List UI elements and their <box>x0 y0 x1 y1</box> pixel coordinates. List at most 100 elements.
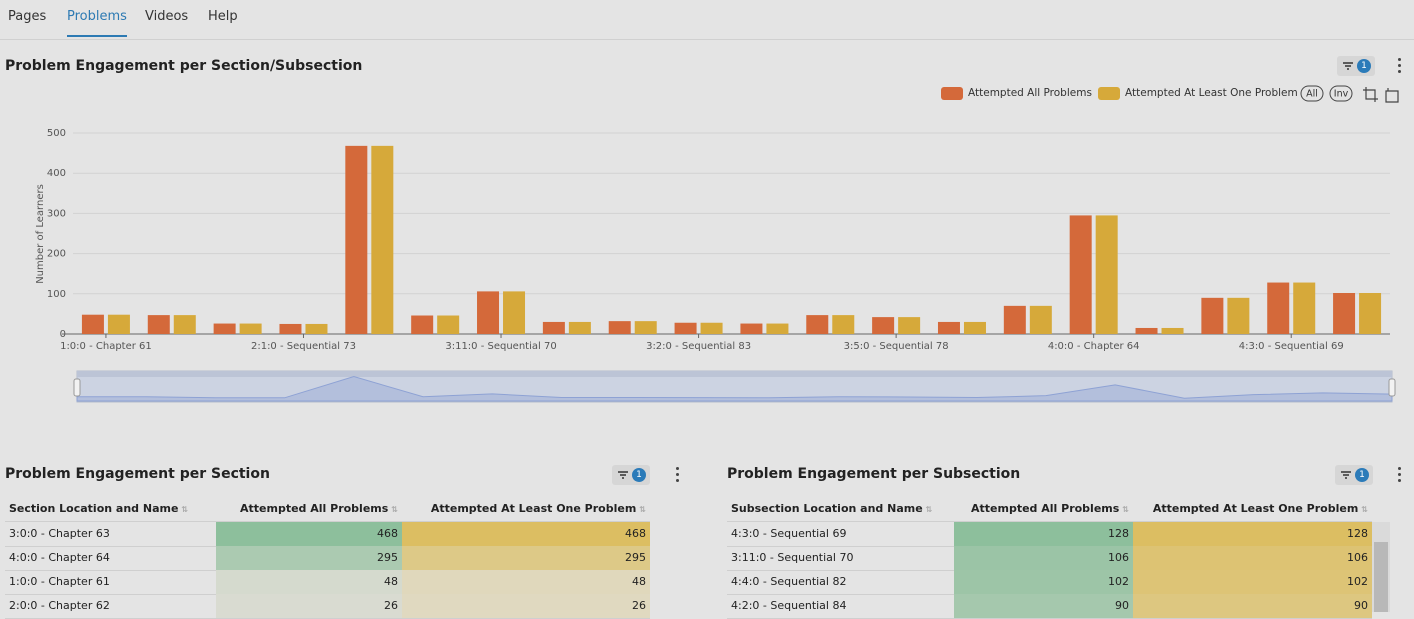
column-header-label: Attempted All Problems <box>240 502 389 515</box>
chart-title: Problem Engagement per Section/Subsectio… <box>5 58 362 74</box>
bar <box>568 321 591 334</box>
legend-button-label: Inv <box>1334 89 1349 100</box>
column-header[interactable]: Attempted At Least One Problem ⇅ <box>1133 497 1372 521</box>
legend-swatch <box>941 87 963 100</box>
sort-icon[interactable]: ⇅ <box>639 505 646 514</box>
table: Section Location and Name ⇅ Attempted All … <box>5 497 650 619</box>
bar <box>963 321 986 334</box>
table-cell: 26 <box>402 594 650 618</box>
y-tick-label: 100 <box>47 289 66 300</box>
bar <box>542 321 565 334</box>
column-header[interactable]: Attempted At Least One Problem ⇅ <box>402 497 650 521</box>
table-header: Section Location and Name ⇅ Attempted All … <box>5 497 650 522</box>
sort-icon[interactable]: ⇅ <box>925 505 933 514</box>
legend-button[interactable] <box>1329 85 1353 102</box>
bar <box>371 145 394 334</box>
tab[interactable]: Pages <box>8 9 47 24</box>
bar <box>1359 292 1382 334</box>
tab[interactable]: Help <box>208 9 238 24</box>
bar <box>81 314 104 334</box>
scrollbar-thumb[interactable] <box>1374 542 1388 612</box>
y-tick-label: 400 <box>47 168 66 179</box>
filter-icon <box>618 471 628 479</box>
x-tick-label: 3:5:0 - Sequential 78 <box>844 341 949 352</box>
column-header[interactable]: Attempted All Problems ⇅ <box>954 497 1133 521</box>
table-cell: 3:0:0 - Chapter 63 <box>9 527 110 540</box>
column-header-label: Subsection Location and Name <box>731 502 923 515</box>
filter-icon <box>1341 471 1351 479</box>
column-header-label: Attempted At Least One Problem <box>430 502 637 515</box>
table-cell: 106 <box>1133 546 1372 570</box>
bar <box>411 315 434 334</box>
bar <box>1003 305 1026 334</box>
column-header-label: Attempted At Least One Problem <box>1152 502 1359 515</box>
table-cell: 1:0:0 - Chapter 61 <box>9 575 110 588</box>
filter-badge: 1 <box>1355 468 1369 482</box>
column-header-label: Section Location and Name <box>9 502 179 515</box>
filter-button[interactable]: 1 <box>612 465 650 485</box>
bar <box>345 145 368 334</box>
more-menu[interactable] <box>1398 58 1402 74</box>
bar <box>608 321 631 334</box>
tab[interactable]: Videos <box>145 9 189 24</box>
table-cell: 48 <box>216 570 402 594</box>
x-tick-label: 4:3:0 - Sequential 69 <box>1239 341 1344 352</box>
table-cell: 468 <box>402 522 650 546</box>
bar <box>674 322 697 334</box>
column-header[interactable]: Section Location and Name ⇅ <box>5 497 216 521</box>
table-cell: 48 <box>402 570 650 594</box>
zoom-handle[interactable] <box>1388 378 1396 397</box>
bar <box>213 323 236 334</box>
tab-bar: Pages Problems Videos Help <box>0 0 1414 40</box>
y-axis-label: Number of Learners <box>35 184 46 284</box>
bar <box>1293 282 1316 334</box>
y-tick-label: 200 <box>47 249 66 260</box>
column-header[interactable]: Subsection Location and Name ⇅ <box>727 497 954 521</box>
bar <box>1135 327 1158 334</box>
sort-icon[interactable]: ⇅ <box>1122 505 1129 514</box>
bar <box>806 315 829 334</box>
x-tick-label: 1:0:0 - Chapter 61 <box>60 341 152 352</box>
bar <box>107 314 130 334</box>
table-cell: 102 <box>1133 570 1372 594</box>
table-cell: 295 <box>216 546 402 570</box>
bar <box>1095 215 1118 334</box>
legend-button[interactable] <box>1300 85 1324 102</box>
table-cell: 4:4:0 - Sequential 82 <box>731 575 847 588</box>
bar <box>832 315 855 334</box>
table-title: Problem Engagement per Subsection <box>727 466 1021 482</box>
y-tick-label: 500 <box>47 128 66 139</box>
bar <box>1201 297 1224 334</box>
column-header[interactable]: Attempted All Problems ⇅ <box>216 497 402 521</box>
table-cell: 4:2:0 - Sequential 84 <box>731 599 847 612</box>
crop-icon <box>1385 88 1399 103</box>
filter-badge: 1 <box>1357 59 1371 73</box>
table-row: 4:3:0 - Sequential 69 128 128 <box>727 522 1372 547</box>
sort-icon[interactable]: ⇅ <box>181 505 189 514</box>
zoom-preview <box>76 376 1393 402</box>
bar <box>634 321 657 334</box>
table-row: 3:0:0 - Chapter 63 468 468 <box>5 522 650 547</box>
legend-button-label: All <box>1306 89 1318 100</box>
filter-button[interactable]: 1 <box>1335 465 1373 485</box>
bar <box>1333 292 1356 334</box>
chart: Problem Engagement per Section/Subsectio… <box>5 58 1399 403</box>
table-cell: 468 <box>216 522 402 546</box>
tab[interactable]: Problems <box>67 9 127 37</box>
more-menu[interactable] <box>1398 467 1402 483</box>
table-cell: 128 <box>954 522 1133 546</box>
sort-icon[interactable]: ⇅ <box>391 505 398 514</box>
table-title: Problem Engagement per Section <box>5 466 270 482</box>
zoom-bar <box>77 371 1392 377</box>
bar <box>898 317 921 334</box>
bar <box>147 315 170 334</box>
more-menu[interactable] <box>676 467 680 483</box>
table-cell: 106 <box>954 546 1133 570</box>
bar <box>239 323 262 334</box>
table-cell: 3:11:0 - Sequential 70 <box>731 551 854 564</box>
filter-button[interactable]: 1 <box>1337 56 1375 76</box>
zoom-handle[interactable] <box>73 378 81 397</box>
sort-icon[interactable]: ⇅ <box>1361 505 1368 514</box>
table-cell: 4:0:0 - Chapter 64 <box>9 551 110 564</box>
